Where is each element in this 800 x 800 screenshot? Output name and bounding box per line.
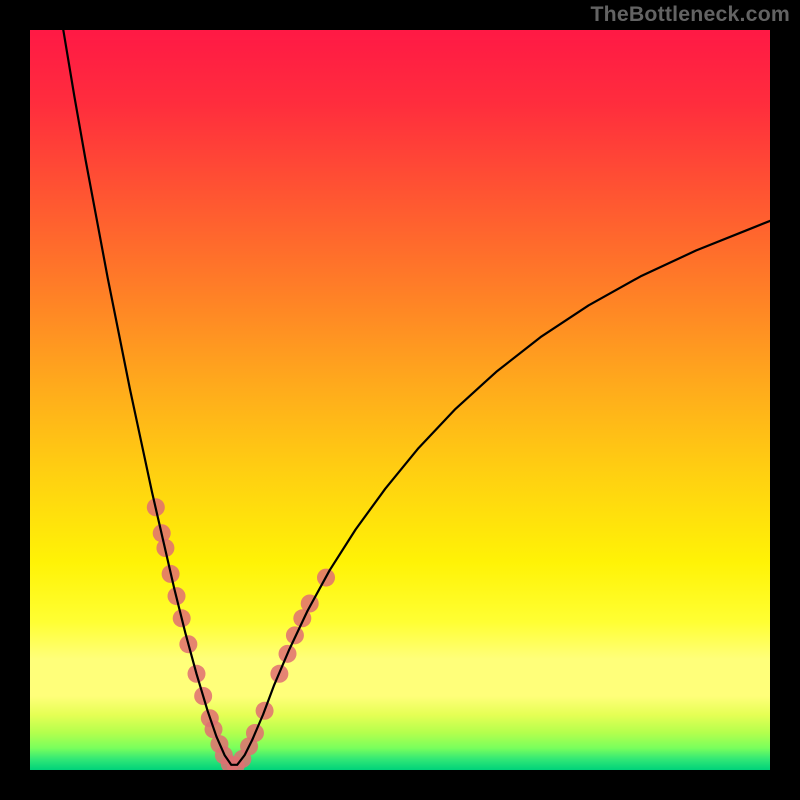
data-markers (147, 498, 335, 770)
watermark-label: TheBottleneck.com (590, 2, 790, 27)
plot-area (30, 30, 770, 770)
curve-line (63, 30, 770, 765)
bottleneck-curve (30, 30, 770, 770)
chart-container: TheBottleneck.com (0, 0, 800, 800)
